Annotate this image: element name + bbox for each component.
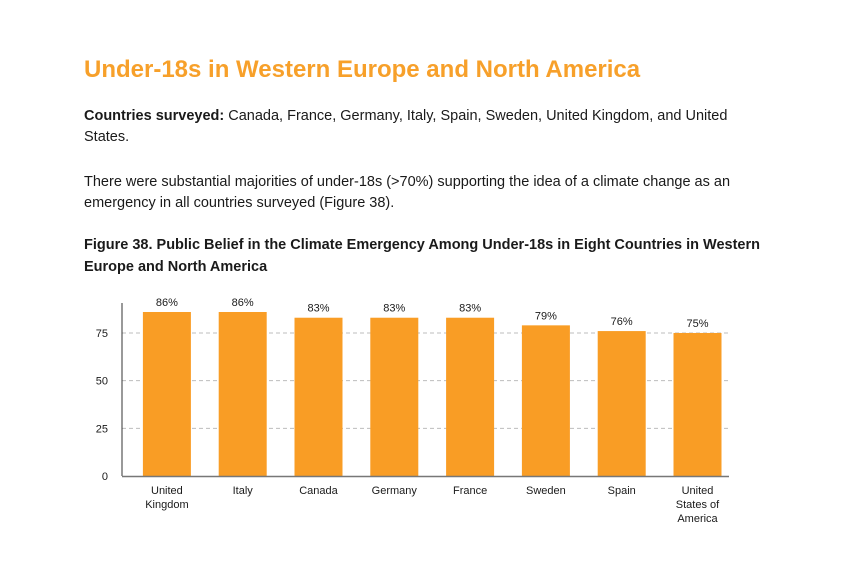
data-label: 83% (307, 303, 329, 315)
data-label: 76% (611, 316, 633, 328)
x-category-label: Spain (608, 485, 636, 497)
bar-united-states-of-america (673, 332, 722, 476)
data-label: 75% (686, 318, 708, 330)
y-tick-label: 25 (96, 423, 108, 435)
x-category-label: Canada (299, 485, 338, 497)
y-tick-label: 50 (96, 376, 108, 388)
x-category-label: Germany (372, 485, 418, 497)
x-category-label: United States of America (676, 485, 720, 525)
labels: 0 25 50 75 86% United Kingdom 86% Italy 83% Canada… (96, 297, 720, 525)
data-label: 86% (232, 297, 254, 309)
x-category-label: United Kingdom (145, 485, 188, 511)
figure-title: Figure 38. Public Belief in the Climate … (84, 237, 760, 275)
summary-paragraph: There were substantial majorities of und… (84, 174, 731, 211)
section-heading: Under-18s in Western Europe and North Am… (84, 56, 641, 83)
bar-germany (370, 317, 419, 476)
bar-france (446, 317, 495, 476)
bar-italy (218, 311, 267, 476)
x-category-label-line: United (682, 485, 714, 497)
data-label: 79% (535, 310, 557, 322)
x-category-label-line: America (677, 513, 718, 525)
bar-canada (294, 317, 343, 476)
axes (121, 303, 729, 478)
data-label: 86% (156, 297, 178, 309)
countries-surveyed-label: Countries surveyed: (84, 108, 225, 124)
data-label: 83% (383, 303, 405, 315)
y-tick-label: 75 (96, 328, 108, 340)
bars (142, 311, 722, 476)
x-category-label-line: Sweden (526, 485, 566, 497)
bar-united-kingdom (142, 311, 191, 476)
x-category-label: Sweden (526, 485, 566, 497)
bar-sweden (521, 325, 570, 476)
bar-spain (597, 331, 646, 476)
x-category-label-line: Italy (233, 485, 254, 497)
x-category-label-line: Germany (372, 485, 418, 497)
data-label: 83% (459, 303, 481, 315)
countries-surveyed-paragraph: Countries surveyed: Canada, France, Germ… (84, 106, 744, 148)
x-category-label-line: States of (676, 499, 720, 511)
x-category-label-line: Kingdom (145, 499, 188, 511)
x-category-label-line: United (151, 485, 183, 497)
x-category-label-line: France (453, 485, 487, 497)
y-tick-label: 0 (102, 471, 108, 483)
x-category-label: France (453, 485, 487, 497)
x-category-label-line: Spain (608, 485, 636, 497)
x-category-label-line: Canada (299, 485, 338, 497)
countries-surveyed-list: Canada, France, Germany, Italy, Spain, S… (84, 108, 728, 145)
x-category-label: Italy (233, 485, 254, 497)
